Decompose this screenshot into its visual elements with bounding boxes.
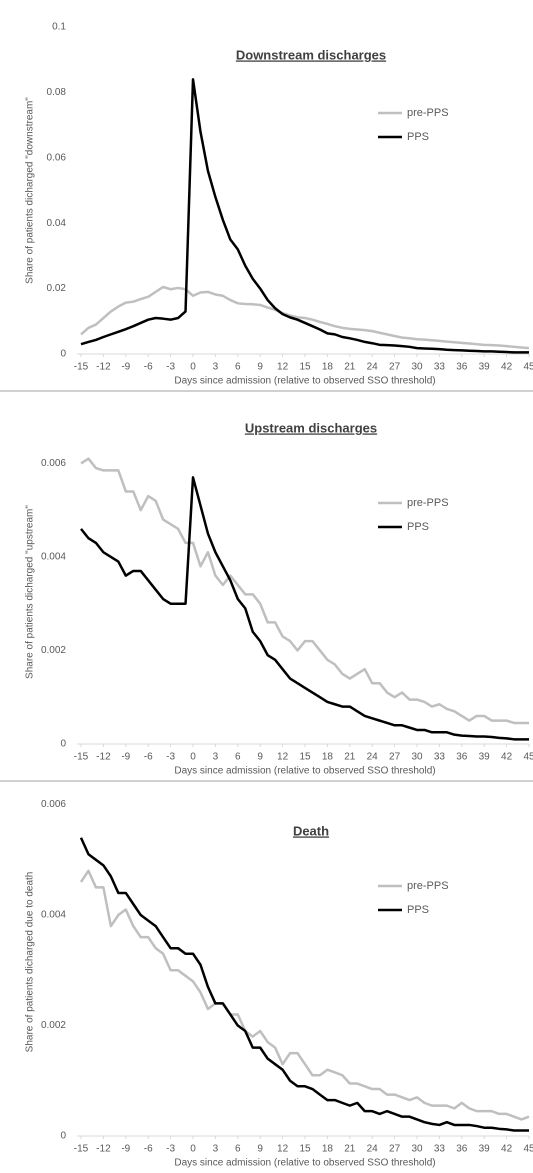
x-tick-label: -12 [96, 752, 111, 763]
x-tick-label: 42 [501, 1144, 513, 1155]
x-tick-label: 0 [190, 1144, 196, 1155]
x-tick-label: -15 [74, 752, 89, 763]
x-tick-label: 21 [344, 362, 356, 373]
y-tick-label: 0.004 [41, 552, 66, 563]
x-tick-label: 30 [411, 362, 423, 373]
series-line [79, 837, 529, 1132]
y-tick-label: 0.06 [47, 152, 67, 163]
x-tick-label: 24 [367, 362, 379, 373]
x-tick-label: 21 [344, 752, 356, 763]
x-tick-label: 3 [213, 1144, 219, 1155]
y-tick-label: 0 [60, 349, 66, 360]
x-tick-label: 12 [277, 1144, 289, 1155]
x-tick-label: 39 [479, 1144, 491, 1155]
x-tick-label: 9 [257, 752, 263, 763]
x-axis-label: Days since admission (relative to observ… [174, 376, 435, 387]
x-tick-label: 24 [367, 1144, 379, 1155]
x-tick-label: 30 [411, 1144, 423, 1155]
x-tick-label: 45 [523, 752, 533, 763]
x-tick-label: -3 [166, 362, 175, 373]
chart-title: Downstream discharges [236, 47, 386, 62]
x-tick-label: 18 [322, 1144, 334, 1155]
x-tick-label: -6 [144, 752, 153, 763]
x-tick-label: 9 [257, 1144, 263, 1155]
legend-label: pre-PPS [407, 880, 449, 892]
x-tick-label: 33 [434, 1144, 446, 1155]
x-tick-label: 6 [235, 362, 241, 373]
x-axis-label: Days since admission (relative to observ… [174, 766, 435, 777]
x-tick-label: 27 [389, 1144, 401, 1155]
x-tick-label: -9 [121, 752, 130, 763]
x-tick-label: 42 [501, 752, 513, 763]
x-tick-label: 18 [322, 362, 334, 373]
series-line [80, 457, 529, 725]
x-tick-label: 39 [479, 752, 491, 763]
legend-label: PPS [407, 131, 429, 143]
y-tick-label: 0 [60, 739, 66, 750]
x-tick-label: -15 [74, 1144, 89, 1155]
y-axis-label: Share of patients dicharged due to death [25, 872, 36, 1053]
x-tick-label: 42 [501, 362, 513, 373]
x-tick-label: -9 [121, 362, 130, 373]
y-tick-label: 0.1 [52, 22, 66, 33]
series-line [80, 285, 530, 350]
x-tick-label: 6 [235, 1144, 241, 1155]
x-tick-label: 36 [456, 752, 468, 763]
x-tick-label: 3 [213, 752, 219, 763]
y-axis-label: Share of patients dicharged "downstream" [25, 97, 36, 284]
x-tick-label: 33 [434, 752, 446, 763]
y-tick-label: 0.02 [47, 283, 67, 294]
y-tick-label: 0.002 [41, 645, 66, 656]
y-tick-label: 0.004 [41, 910, 66, 921]
x-tick-label: 9 [257, 362, 263, 373]
x-tick-label: 0 [190, 752, 196, 763]
series-line [80, 476, 529, 741]
y-axis-label: Share of patients dicharged "upstream" [25, 505, 36, 679]
x-tick-label: 27 [389, 362, 401, 373]
x-tick-label: 39 [479, 362, 491, 373]
x-tick-label: 27 [389, 752, 401, 763]
x-tick-label: 45 [523, 362, 533, 373]
series-line [79, 869, 530, 1121]
y-tick-label: 0 [60, 1131, 66, 1142]
x-tick-label: 0 [190, 362, 196, 373]
x-tick-label: 12 [277, 362, 289, 373]
x-tick-label: -6 [144, 362, 153, 373]
series-line [80, 78, 529, 354]
x-tick-label: -3 [166, 752, 175, 763]
x-tick-label: -12 [96, 362, 111, 373]
x-tick-label: 45 [523, 1144, 533, 1155]
x-tick-label: 33 [434, 362, 446, 373]
x-tick-label: -15 [74, 362, 89, 373]
x-axis-label: Days since admission (relative to observ… [174, 1158, 435, 1169]
y-tick-label: 0.006 [41, 799, 66, 810]
legend-label: PPS [407, 904, 429, 916]
x-tick-label: -3 [166, 1144, 175, 1155]
chart-title: Death [293, 823, 329, 838]
x-tick-label: 36 [456, 362, 468, 373]
y-tick-label: 0.006 [41, 458, 66, 469]
legend-label: pre-PPS [407, 107, 449, 119]
x-tick-label: 24 [367, 752, 379, 763]
x-tick-label: 36 [456, 1144, 468, 1155]
x-tick-label: 21 [344, 1144, 356, 1155]
x-tick-label: 15 [299, 362, 311, 373]
legend-label: pre-PPS [407, 497, 449, 509]
y-tick-label: 0.08 [47, 87, 67, 98]
x-tick-label: -12 [96, 1144, 111, 1155]
y-tick-label: 0.002 [41, 1020, 66, 1031]
legend-label: PPS [407, 521, 429, 533]
x-tick-label: 15 [299, 1144, 311, 1155]
x-tick-label: 18 [322, 752, 334, 763]
y-tick-label: 0.04 [47, 218, 67, 229]
x-tick-label: 30 [411, 752, 423, 763]
x-tick-label: 3 [213, 362, 219, 373]
x-tick-label: 6 [235, 752, 241, 763]
x-tick-label: 15 [299, 752, 311, 763]
x-tick-label: 12 [277, 752, 289, 763]
x-tick-label: -9 [121, 1144, 130, 1155]
chart-title: Upstream discharges [245, 420, 377, 435]
x-tick-label: -6 [144, 1144, 153, 1155]
